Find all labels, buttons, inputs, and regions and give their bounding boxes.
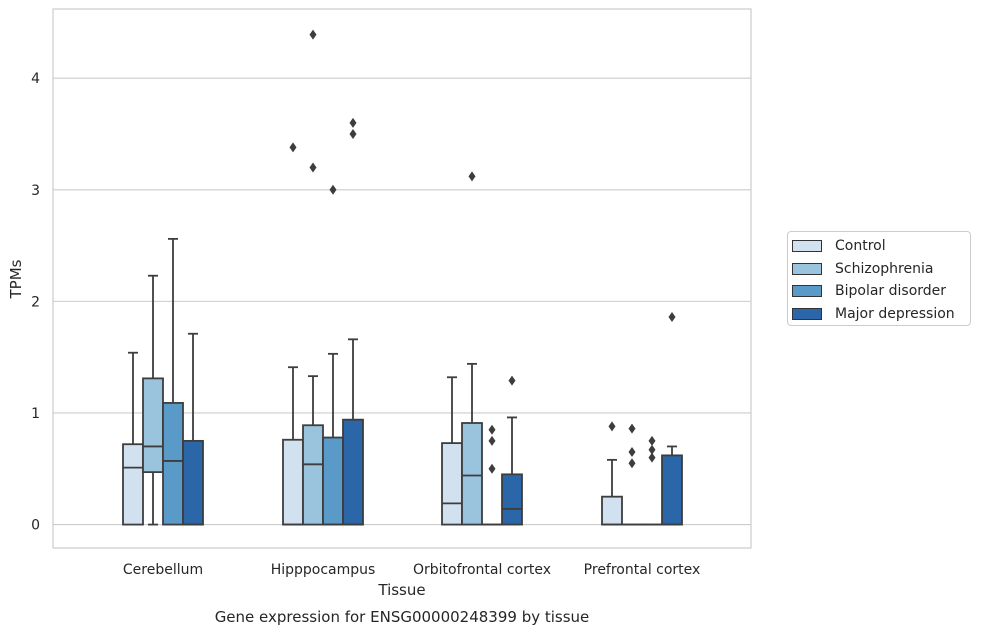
- outlier-point: [608, 421, 616, 432]
- box-control: [282, 142, 304, 526]
- legend-item-control: Control: [792, 235, 970, 258]
- x-tick-label: Prefrontal cortex: [584, 562, 701, 578]
- box-body: [302, 424, 324, 526]
- legend-item-schizophrenia: Schizophrenia: [792, 258, 970, 281]
- box-control: [441, 376, 463, 526]
- y-axis-label: TPMs: [7, 259, 25, 299]
- box-bipolar-disorder: [481, 424, 503, 526]
- legend-label: Schizophrenia: [835, 260, 934, 277]
- legend-swatch: [792, 262, 822, 275]
- box-schizophrenia: [142, 274, 164, 526]
- outlier-point: [329, 184, 337, 195]
- x-tick-label: Cerebellum: [123, 562, 203, 578]
- box-body: [441, 442, 463, 526]
- outlier-point: [628, 458, 636, 469]
- box-major-depression: [661, 312, 683, 526]
- legend-swatch: [792, 285, 822, 298]
- box-body: [122, 443, 144, 526]
- plot-frame: [52, 8, 752, 549]
- box-body: [342, 418, 364, 526]
- y-tick-label: 0: [31, 518, 40, 534]
- x-tick-labels: Cerebellum Hipppocampus Orbitofrontal cort…: [123, 562, 700, 578]
- box-body: [501, 473, 523, 526]
- box-body: [142, 377, 164, 474]
- outlier-point: [628, 447, 636, 458]
- box-control: [601, 421, 623, 526]
- y-tick-label: 4: [31, 71, 40, 87]
- outlier-point: [648, 452, 656, 463]
- box-bipolar-disorder: [322, 184, 344, 526]
- box-body: [322, 436, 344, 526]
- outlier-point: [309, 29, 317, 40]
- box-major-depression: [501, 375, 523, 526]
- outlier-point: [349, 128, 357, 139]
- outlier-point: [488, 424, 496, 435]
- outlier-point: [648, 435, 656, 446]
- box-major-depression: [342, 117, 364, 526]
- box-control: [122, 351, 144, 526]
- box-major-depression: [182, 332, 204, 526]
- y-tick-label: 2: [31, 294, 40, 310]
- legend-label: Control: [835, 238, 886, 255]
- outlier-point: [508, 375, 516, 386]
- box-schizophrenia: [621, 423, 643, 526]
- box-schizophrenia: [302, 29, 324, 526]
- outlier-point: [488, 463, 496, 474]
- legend-swatch: [792, 307, 822, 320]
- box-body: [461, 422, 483, 526]
- y-tick-label: 1: [31, 406, 40, 422]
- outlier-point: [648, 444, 656, 455]
- box-body: [661, 454, 683, 526]
- box-body: [182, 439, 204, 526]
- y-tick-label: 3: [31, 183, 40, 199]
- legend-item-major-depression: Major depression: [792, 303, 970, 326]
- chart-title: Gene expression for ENSG00000248399 by t…: [215, 608, 590, 626]
- box-body: [162, 402, 184, 526]
- outlier-point: [468, 171, 476, 182]
- legend-item-bipolar-disorder: Bipolar disorder: [792, 280, 970, 303]
- outlier-point: [668, 312, 676, 322]
- legend-label: Major depression: [835, 305, 955, 322]
- plot-marks: [122, 29, 683, 526]
- y-tick-labels: 0 1 2 3 4: [31, 71, 40, 533]
- box-schizophrenia: [461, 171, 483, 526]
- legend-swatch: [792, 240, 822, 253]
- x-tick-label: Hipppocampus: [271, 562, 376, 578]
- box-body: [601, 495, 623, 526]
- outlier-point: [628, 423, 636, 434]
- legend: Control Schizophrenia Bipolar disorder M…: [787, 231, 971, 326]
- x-axis-label: Tissue: [377, 581, 425, 599]
- outlier-point: [289, 142, 297, 153]
- x-tick-label: Orbitofrontal cortex: [413, 562, 551, 578]
- outlier-point: [488, 435, 496, 446]
- legend-label: Bipolar disorder: [835, 283, 947, 300]
- outlier-point: [309, 162, 317, 173]
- box-body: [282, 438, 304, 526]
- box-bipolar-disorder: [641, 435, 663, 526]
- outlier-point: [349, 117, 357, 128]
- box-bipolar-disorder: [162, 237, 184, 526]
